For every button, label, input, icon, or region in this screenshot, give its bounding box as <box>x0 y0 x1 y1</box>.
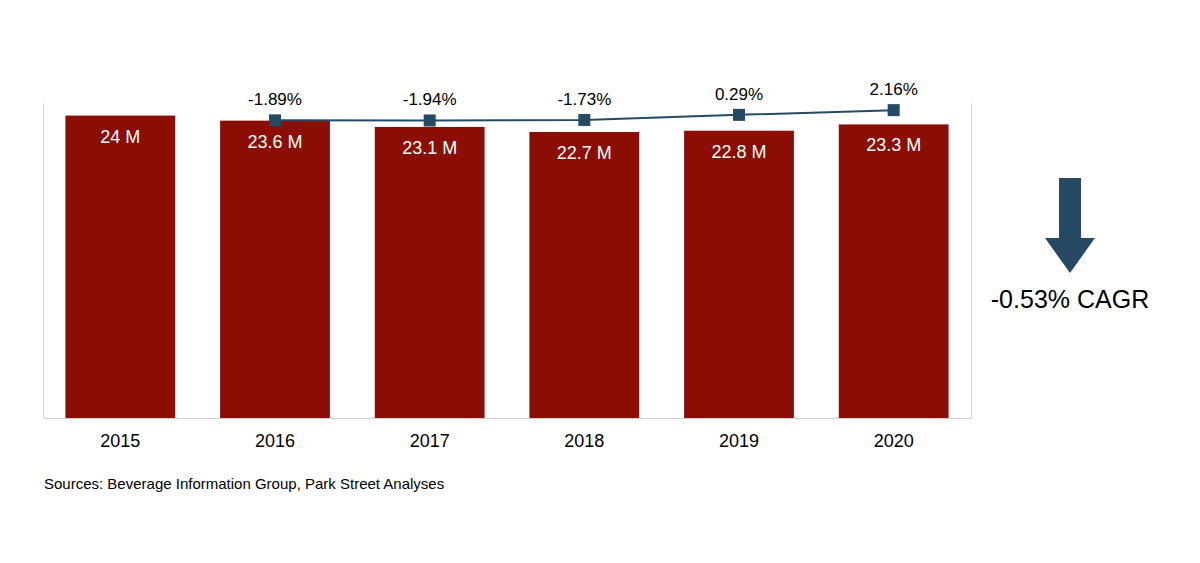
x-tick-label: 2019 <box>719 431 759 451</box>
bar-label: 23.3 M <box>866 135 921 155</box>
bar-label: 22.7 M <box>557 143 612 163</box>
bar <box>684 131 794 418</box>
plot-area <box>65 104 948 418</box>
line-label: -1.94% <box>403 90 457 109</box>
x-tick-label: 2015 <box>100 431 140 451</box>
x-tick: 2017 <box>410 418 450 451</box>
x-tick: 2020 <box>874 418 914 451</box>
x-tick-label: 2020 <box>874 431 914 451</box>
x-axis: 2015 2016 2017 2018 2019 2020 <box>44 418 972 451</box>
x-axis-line <box>44 418 972 419</box>
x-tick: 2015 <box>100 418 140 451</box>
bar-label: 24 M <box>100 127 140 147</box>
x-tick: 2018 <box>564 418 604 451</box>
annotation: -0.53% CAGR <box>991 285 1149 313</box>
bar <box>839 124 949 418</box>
bar <box>220 121 330 418</box>
x-tick-label: 2017 <box>410 431 450 451</box>
y2-axis <box>971 104 972 419</box>
bar <box>65 116 175 418</box>
x-tick: 2019 <box>719 418 759 451</box>
marker <box>424 114 436 126</box>
x-tick-label: 2016 <box>255 431 295 451</box>
marker <box>888 104 900 116</box>
arrow <box>1045 178 1095 273</box>
x-tick: 2016 <box>255 418 295 451</box>
bar <box>529 132 639 418</box>
marker <box>269 114 281 126</box>
line-label: 2.16% <box>870 80 918 99</box>
bar-label: 23.1 M <box>402 138 457 158</box>
data-labels: 24 M 23.6 M 23.1 M 22.7 M 22.8 M 23.3 M -1.89%… <box>100 80 921 163</box>
marker <box>578 114 590 126</box>
y-axis-line <box>43 104 44 419</box>
bar-label: 22.8 M <box>711 142 766 162</box>
x-tick-label: 2018 <box>564 431 604 451</box>
line-label: -1.89% <box>248 90 302 109</box>
line-label: 0.29% <box>715 85 763 104</box>
y-axis <box>43 104 44 419</box>
y2-axis-line <box>971 104 972 419</box>
line-label: -1.73% <box>557 90 611 109</box>
marker <box>733 109 745 121</box>
bar-label: 23.6 M <box>247 132 302 152</box>
bar <box>375 127 485 418</box>
chart: 2015 2016 2017 2018 2019 2020 24 M 23.6 M 23.1 M… <box>0 0 1200 563</box>
source: Sources: Beverage Information Group, Par… <box>44 475 444 492</box>
